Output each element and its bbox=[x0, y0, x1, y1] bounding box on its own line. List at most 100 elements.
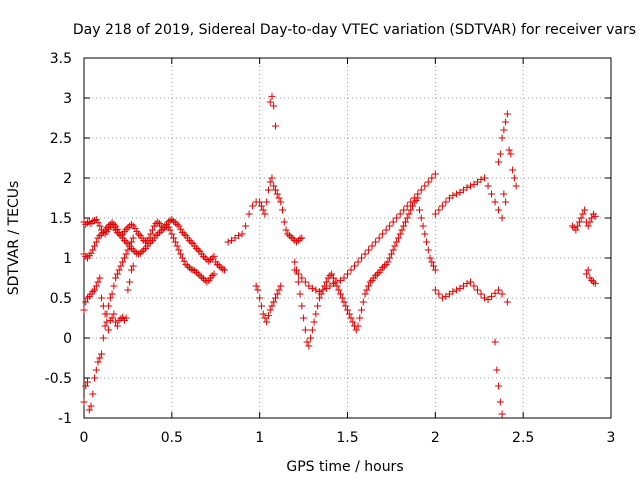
data-point bbox=[154, 230, 162, 238]
data-point bbox=[586, 218, 594, 226]
data-point bbox=[359, 298, 367, 306]
data-point bbox=[284, 230, 292, 238]
y-tick-label: -0.5 bbox=[45, 371, 72, 387]
data-point bbox=[363, 286, 371, 294]
data-point bbox=[224, 238, 232, 246]
data-point bbox=[298, 234, 306, 242]
data-point bbox=[498, 410, 506, 418]
data-point bbox=[423, 238, 431, 246]
data-point bbox=[442, 198, 450, 206]
data-point bbox=[82, 298, 90, 306]
data-point bbox=[92, 282, 100, 290]
data-point bbox=[391, 242, 399, 250]
data-point bbox=[365, 282, 373, 290]
data-point bbox=[424, 178, 432, 186]
y-tick-label: 0 bbox=[63, 331, 72, 347]
data-point bbox=[173, 242, 181, 250]
data-point bbox=[277, 282, 285, 290]
y-tick-label: 1.5 bbox=[50, 211, 72, 227]
data-point bbox=[134, 250, 142, 258]
data-point bbox=[463, 184, 471, 192]
data-point bbox=[252, 282, 260, 290]
data-point bbox=[442, 292, 450, 300]
data-point bbox=[228, 236, 236, 244]
data-point bbox=[96, 354, 104, 362]
data-point bbox=[373, 270, 381, 278]
data-point bbox=[386, 254, 394, 262]
data-point bbox=[264, 312, 272, 320]
data-point bbox=[424, 246, 432, 254]
data-point bbox=[340, 274, 348, 282]
data-point bbox=[127, 220, 135, 228]
data-point bbox=[298, 302, 306, 310]
data-point bbox=[194, 246, 202, 254]
data-point bbox=[354, 258, 362, 266]
data-point bbox=[335, 286, 343, 294]
data-point bbox=[294, 270, 302, 278]
data-point bbox=[108, 290, 116, 298]
data-point bbox=[263, 198, 271, 206]
data-point bbox=[261, 210, 269, 218]
data-point bbox=[171, 238, 179, 246]
data-point bbox=[493, 366, 501, 374]
data-point bbox=[201, 254, 209, 262]
data-point bbox=[103, 310, 111, 318]
data-point bbox=[180, 230, 188, 238]
data-point bbox=[435, 206, 443, 214]
data-point bbox=[386, 222, 394, 230]
data-point bbox=[410, 194, 418, 202]
data-point bbox=[89, 390, 97, 398]
data-point bbox=[398, 226, 406, 234]
data-point bbox=[428, 258, 436, 266]
data-point bbox=[498, 134, 506, 142]
data-point bbox=[82, 382, 90, 390]
data-point bbox=[449, 192, 457, 200]
data-point bbox=[498, 214, 506, 222]
data-point bbox=[579, 210, 587, 218]
data-point bbox=[502, 198, 510, 206]
data-point bbox=[266, 178, 274, 186]
data-point bbox=[466, 278, 474, 286]
data-point bbox=[191, 267, 199, 275]
data-point bbox=[345, 310, 353, 318]
x-tick-label: 2.5 bbox=[512, 430, 534, 446]
data-point bbox=[110, 282, 118, 290]
data-point bbox=[110, 220, 118, 228]
data-point bbox=[184, 262, 192, 270]
data-point bbox=[268, 92, 276, 100]
y-tick-label: -1 bbox=[58, 411, 72, 427]
data-point bbox=[270, 298, 278, 306]
data-point bbox=[488, 292, 496, 300]
data-point bbox=[275, 286, 283, 294]
data-point bbox=[189, 266, 197, 274]
data-point bbox=[192, 244, 200, 252]
data-point bbox=[271, 122, 279, 130]
data-point bbox=[210, 270, 218, 278]
data-point bbox=[147, 230, 155, 238]
data-point bbox=[584, 266, 592, 274]
data-point bbox=[449, 288, 457, 296]
data-point bbox=[296, 290, 304, 298]
data-point bbox=[187, 265, 195, 273]
data-point bbox=[326, 272, 334, 280]
data-point bbox=[106, 294, 114, 302]
data-point bbox=[414, 190, 422, 198]
data-point bbox=[588, 276, 596, 284]
data-point bbox=[119, 258, 127, 266]
data-point bbox=[154, 218, 162, 226]
data-point bbox=[421, 182, 429, 190]
y-tick-label: 3 bbox=[63, 91, 72, 107]
data-point bbox=[131, 248, 139, 256]
data-point bbox=[503, 110, 511, 118]
data-point bbox=[333, 278, 341, 286]
data-point bbox=[166, 216, 174, 224]
data-point bbox=[354, 322, 362, 330]
data-point bbox=[170, 234, 178, 242]
data-point bbox=[266, 306, 274, 314]
data-point bbox=[430, 262, 438, 270]
data-point bbox=[122, 250, 130, 258]
data-point bbox=[481, 294, 489, 302]
data-point bbox=[177, 225, 185, 233]
data-point bbox=[387, 250, 395, 258]
data-point bbox=[581, 206, 589, 214]
